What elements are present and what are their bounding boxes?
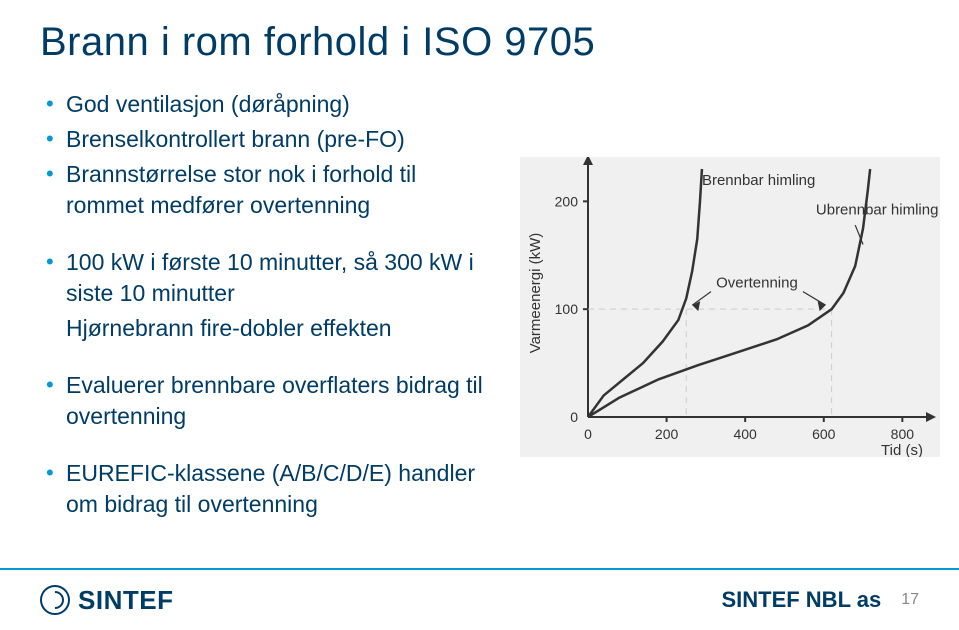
bullet-group-4: EUREFIC-klassene (A/B/C/D/E) handler om … [40,458,500,520]
list-item: Brenselkontrollert brann (pre-FO) [40,124,500,155]
svg-text:200: 200 [555,193,579,209]
slide: Brann i rom forhold i ISO 9705 God venti… [0,0,959,630]
footer: SINTEF SINTEF NBL as 17 [0,568,959,630]
svg-text:Varmeenergi (kW): Varmeenergi (kW) [527,232,544,353]
list-item: Evaluerer brennbare overflaters bidrag t… [40,370,500,432]
footer-label: SINTEF NBL as [721,587,881,613]
bullet-subline: Hjørnebrann fire-dobler effekten [40,313,500,344]
bullet-group-3: Evaluerer brennbare overflaters bidrag t… [40,370,500,432]
svg-text:400: 400 [733,426,757,442]
content-row: God ventilasjon (døråpning) Brenselkontr… [40,89,919,525]
list-item: Brannstørrelse stor nok i forhold til ro… [40,159,500,221]
svg-text:200: 200 [655,426,679,442]
svg-text:Ubrennbar himling: Ubrennbar himling [816,201,939,218]
list-item: 100 kW i første 10 minutter, så 300 kW i… [40,247,500,309]
energy-chart: 0 100 200 0 200 400 600 800Tid (s) Varmeenergi (… [520,157,940,457]
svg-text:100: 100 [555,301,579,317]
svg-text:Overtenning: Overtenning [716,274,798,291]
svg-text:Brennbar himling: Brennbar himling [702,172,815,189]
svg-text:0: 0 [570,409,578,425]
svg-text:Tid (s): Tid (s) [881,442,923,457]
list-item: God ventilasjon (døråpning) [40,89,500,120]
list-item: EUREFIC-klassene (A/B/C/D/E) handler om … [40,458,500,520]
logo-text: SINTEF [78,585,173,616]
sintef-logo: SINTEF [40,585,173,616]
svg-text:600: 600 [812,426,836,442]
sintef-logo-icon [40,585,70,615]
bullet-group-1: God ventilasjon (døråpning) Brenselkontr… [40,89,500,221]
svg-text:0: 0 [584,426,592,442]
bullets-column: God ventilasjon (døråpning) Brenselkontr… [40,89,500,525]
bullet-group-2: 100 kW i første 10 minutter, så 300 kW i… [40,247,500,309]
footer-right: SINTEF NBL as 17 [721,587,919,613]
chart-column: 0 100 200 0 200 400 600 800Tid (s) Varmeenergi (… [520,89,940,525]
page-number: 17 [901,591,919,609]
svg-text:800: 800 [891,426,915,442]
page-title: Brann i rom forhold i ISO 9705 [40,20,919,65]
